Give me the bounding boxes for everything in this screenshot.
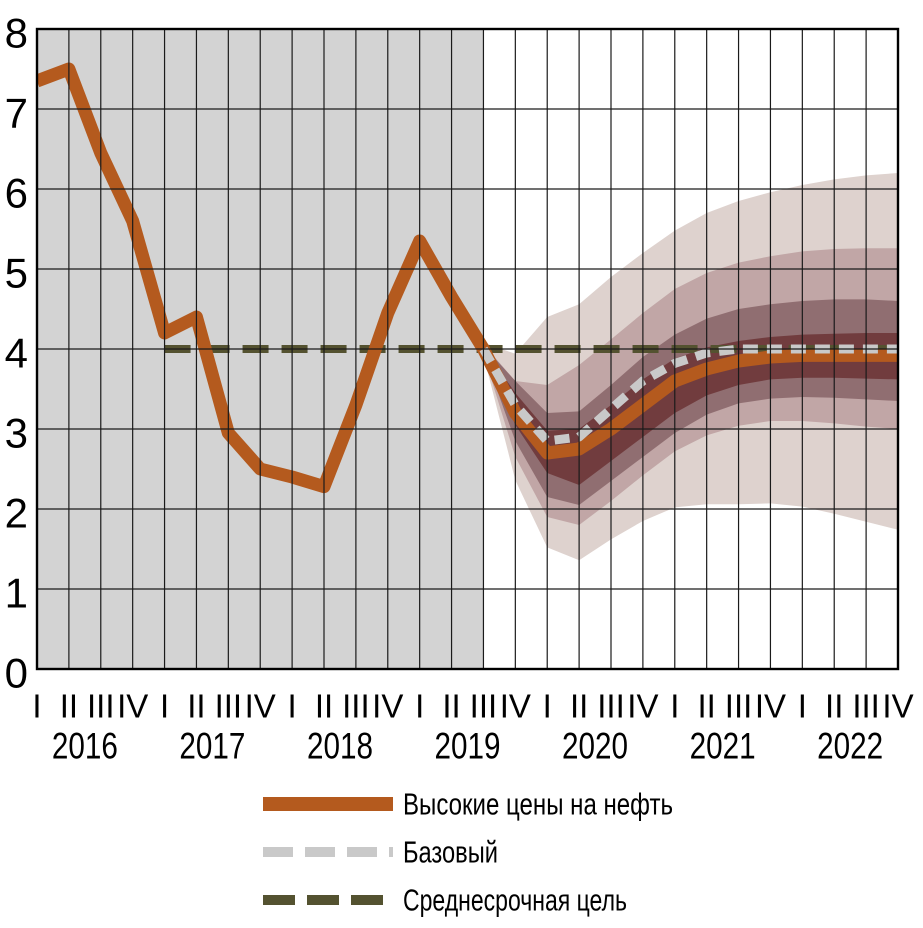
year-label: 2019: [435, 726, 501, 767]
year-label: 2020: [562, 726, 628, 767]
y-axis-tick-label: 5: [5, 250, 28, 297]
quarter-tick-label: IV: [117, 688, 148, 725]
quarter-tick-label: III: [725, 688, 753, 725]
quarter-tick-label: III: [597, 688, 625, 725]
quarter-tick-label: III: [215, 688, 243, 725]
quarter-tick-label: II: [315, 688, 333, 725]
y-axis-tick-label: 2: [5, 490, 28, 537]
quarter-tick-label: I: [798, 688, 807, 725]
series-high-oil-line: [37, 62, 898, 494]
legend-label-baseline: Базовый: [403, 835, 498, 870]
quarter-tick-label: I: [160, 688, 169, 725]
quarter-tick-label: II: [60, 688, 78, 725]
quarter-tick-label: III: [87, 688, 115, 725]
year-label: 2021: [690, 726, 756, 767]
quarter-tick-label: III: [852, 688, 880, 725]
quarter-tick-label: III: [470, 688, 498, 725]
quarter-tick-label: I: [32, 688, 41, 725]
y-axis-tick-label: 3: [5, 410, 28, 457]
quarter-tick-label: III: [342, 688, 370, 725]
quarter-tick-label: I: [670, 688, 679, 725]
year-label: 2022: [817, 726, 883, 767]
quarter-tick-label: II: [187, 688, 205, 725]
y-axis-tick-label: 4: [5, 330, 28, 377]
quarter-tick-label: IV: [372, 688, 403, 725]
quarter-tick-label: I: [543, 688, 552, 725]
quarter-tick-label: IV: [755, 688, 786, 725]
quarter-tick-label: I: [415, 688, 424, 725]
quarter-tick-label: II: [442, 688, 460, 725]
y-axis-tick-label: 0: [5, 650, 28, 697]
y-axis-tick-label: 7: [5, 90, 28, 137]
quarter-tick-label: IV: [627, 688, 658, 725]
legend-label-high-oil: Высокие цены на нефть: [403, 787, 673, 822]
quarter-tick-label: II: [570, 688, 588, 725]
legend: Высокие цены на нефть Базовый Среднесроч…: [263, 787, 673, 918]
y-axis-tick-label: 8: [5, 10, 28, 57]
year-label: 2017: [179, 726, 245, 767]
legend-label-target: Среднесрочная цель: [403, 883, 627, 918]
gridlines-layer: [36, 29, 899, 669]
y-axis-tick-label: 1: [5, 570, 28, 617]
quarter-tick-label: II: [825, 688, 843, 725]
quarter-tick-label: II: [697, 688, 715, 725]
quarter-tick-label: I: [288, 688, 297, 725]
quarter-tick-label: IV: [245, 688, 276, 725]
year-label: 2016: [52, 726, 118, 767]
plot-frame-layer: [35, 27, 900, 671]
y-axis-tick-label: 6: [5, 170, 28, 217]
year-label: 2018: [307, 726, 373, 767]
quarter-tick-label: IV: [882, 688, 913, 725]
fan-bands-layer: [483, 173, 898, 561]
quarter-tick-label: IV: [500, 688, 531, 725]
plot-border: [35, 27, 900, 671]
